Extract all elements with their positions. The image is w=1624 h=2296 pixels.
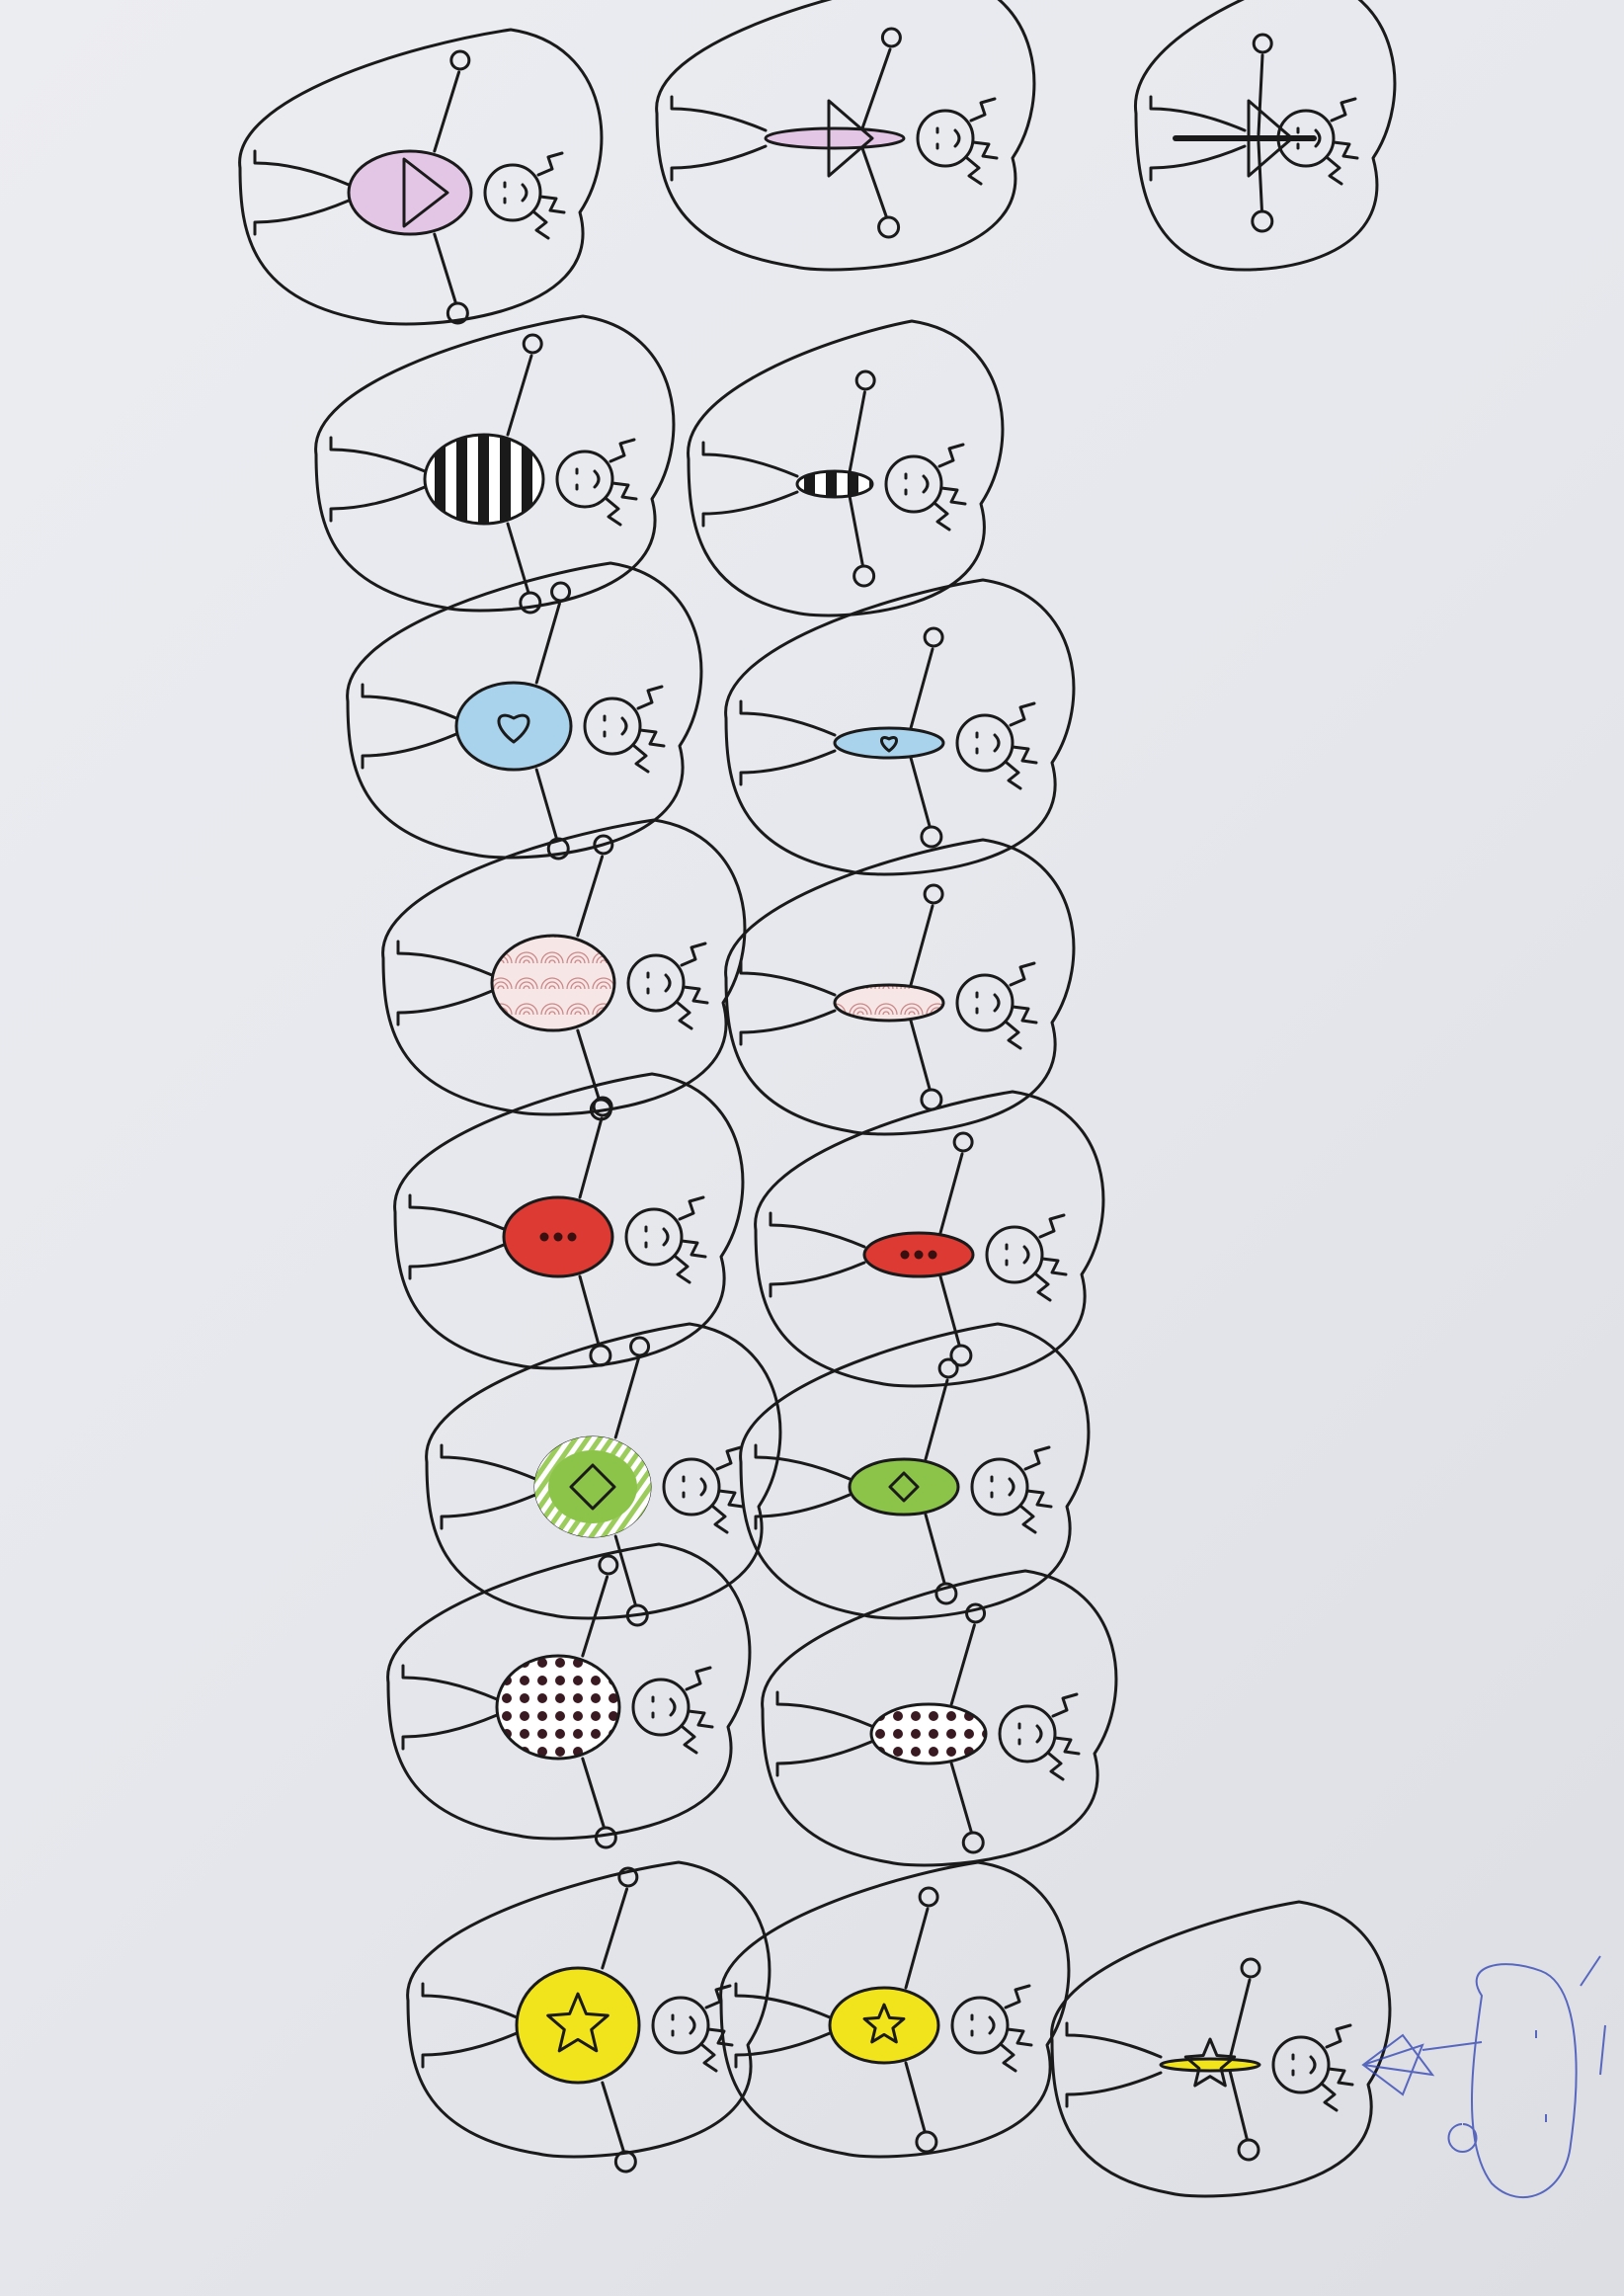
stick-figure-triangle-1: [238, 28, 604, 326]
stick-figure-star-2: [719, 1860, 1071, 2159]
stick-figure-three-dots-2: [754, 1090, 1105, 1388]
stick-figure-diamond-2: [739, 1322, 1091, 1620]
stick-figure-swirl-1: [381, 818, 747, 1121]
stick-figure-triangle-2: [655, 0, 1036, 272]
stick-figure-polka-dots-1: [386, 1542, 752, 1849]
stick-figure-star-3: [1050, 1900, 1392, 2198]
stick-figure-three-dots-1: [393, 1072, 745, 1370]
stick-figure-stripes-1: [314, 314, 676, 615]
stick-figure-heart-1: [346, 561, 703, 861]
stick-figure-heart-2: [724, 578, 1076, 876]
stick-figure-star-1: [406, 1860, 771, 2173]
stick-figure-diamond-1: [425, 1322, 782, 1627]
stick-figure-stripes-2: [687, 319, 1005, 617]
blue-pen-scribble: [1361, 1955, 1606, 2199]
stick-figure-swirl-2: [724, 838, 1076, 1136]
stick-figure-polka-dots-2: [761, 1569, 1118, 1867]
stick-figure-triangle-3: [1134, 0, 1397, 272]
